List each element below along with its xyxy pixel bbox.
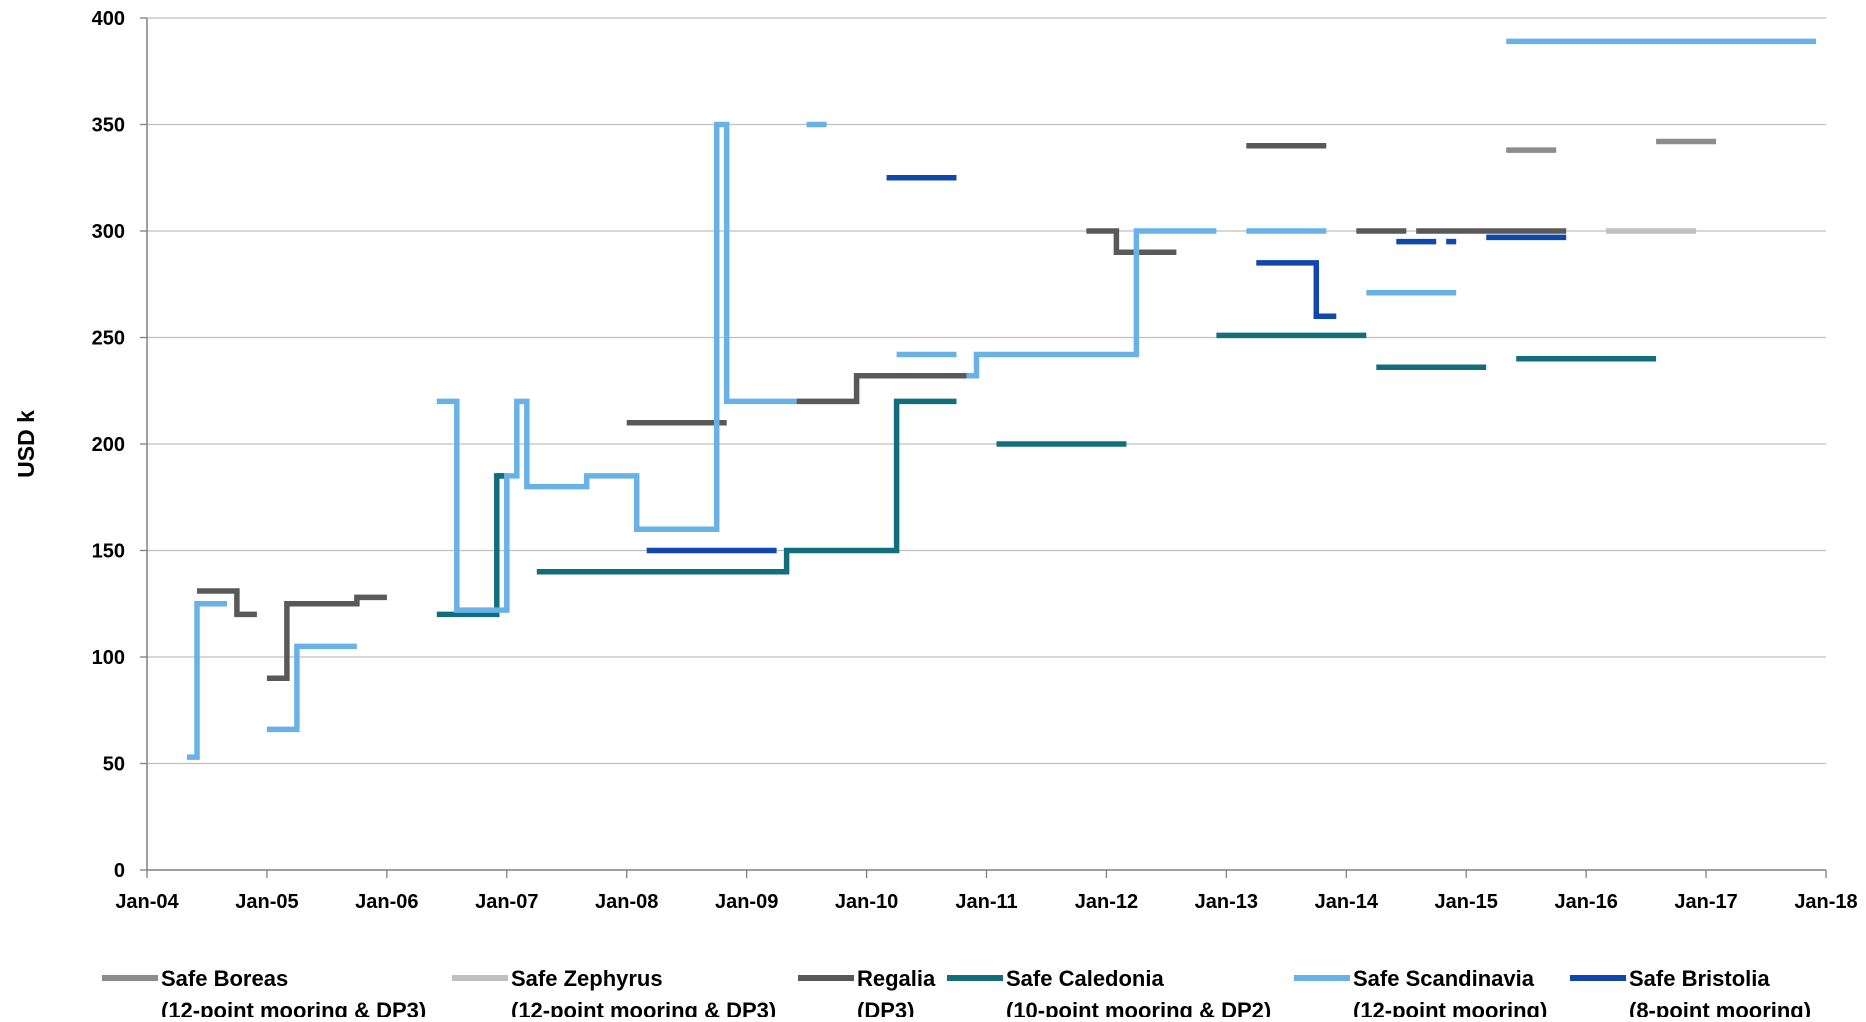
series-line-regalia	[1086, 228, 1177, 256]
y-axis-label: USD k	[13, 410, 39, 478]
series-line-safe-caledonia	[536, 398, 957, 575]
legend-item-safe-caledonia: Safe Caledonia (10-point mooring & DP2)	[947, 966, 1271, 1022]
x-tick-label: Jan-09	[715, 891, 778, 913]
x-tick-label: Jan-04	[115, 891, 179, 913]
y-tick-label: 50	[103, 754, 125, 776]
legend-label: Safe Boreas	[161, 966, 288, 991]
x-tick-label: Jan-16	[1554, 891, 1617, 913]
y-tick-label: 250	[92, 328, 125, 350]
y-tick-label: 400	[92, 8, 125, 30]
legend-item-safe-bristolia: Safe Bristolia (8-point mooring)	[1570, 966, 1811, 1022]
y-tick-label: 150	[92, 541, 125, 563]
x-tick-label: Jan-05	[235, 891, 298, 913]
legend-sublabel: (12-point mooring & DP3)	[511, 998, 776, 1017]
x-tick-label: Jan-14	[1315, 891, 1379, 913]
series-line-regalia	[266, 594, 387, 682]
series-line-safe-scandinavia	[436, 121, 797, 613]
x-tick-label: Jan-12	[1075, 891, 1138, 913]
x-tick-label: Jan-18	[1794, 891, 1857, 913]
legend-sublabel: (12-point mooring)	[1353, 998, 1547, 1017]
x-tick-label: Jan-15	[1435, 891, 1498, 913]
series-layer	[187, 38, 1816, 760]
legend-item-safe-zephyrus: Safe Zephyrus (12-point mooring & DP3)	[452, 966, 776, 1022]
y-tick-label: 350	[92, 115, 125, 137]
legend-sublabel: (DP3)	[857, 998, 914, 1017]
series-line-regalia	[197, 588, 257, 618]
legend-label: Safe Caledonia	[1006, 966, 1164, 991]
y-tick-label: 0	[114, 860, 125, 882]
legend-sublabel: (10-point mooring & DP2)	[1006, 998, 1271, 1017]
axis-layer: 0 50 100 150 200 250 300 350 400 Jan-04 Jan-05 Jan-…	[13, 8, 1858, 913]
y-tick-label: 300	[92, 221, 125, 243]
y-tick-label: 200	[92, 434, 125, 456]
series-line-regalia	[796, 373, 967, 405]
x-tick-label: Jan-13	[1195, 891, 1258, 913]
legend-label: Safe Zephyrus	[511, 966, 663, 991]
legend-sublabel: (8-point mooring)	[1629, 998, 1811, 1017]
legend-label: Regalia	[857, 966, 936, 991]
x-tick-label: Jan-17	[1674, 891, 1737, 913]
series-line-safe-caledonia	[436, 473, 507, 618]
legend-label: Safe Scandinavia	[1353, 966, 1535, 991]
x-tick-label: Jan-10	[835, 891, 898, 913]
legend-label: Safe Bristolia	[1629, 966, 1770, 991]
legend-item-safe-scandinavia: Safe Scandinavia (12-point mooring)	[1294, 966, 1547, 1022]
series-line-safe-bristolia	[1256, 260, 1337, 319]
x-tick-label: Jan-07	[475, 891, 538, 913]
x-tick-label: Jan-11	[955, 891, 1017, 913]
x-tick-label: Jan-08	[595, 891, 658, 913]
series-line-safe-scandinavia	[266, 643, 357, 733]
legend-item-regalia: Regalia (DP3)	[798, 966, 936, 1022]
grid-layer	[147, 17, 1826, 765]
x-tick-label: Jan-06	[355, 891, 418, 913]
legend: Safe Boreas(12-point mooring & DP3)Safe …	[102, 966, 1811, 1022]
series-line-safe-scandinavia	[966, 228, 1217, 379]
legend-sublabel: (12-point mooring & DP3)	[161, 998, 426, 1017]
series-line-safe-scandinavia	[187, 601, 227, 760]
legend-item-safe-boreas: Safe Boreas (12-point mooring & DP3)	[102, 966, 426, 1022]
y-tick-label: 100	[92, 647, 125, 669]
